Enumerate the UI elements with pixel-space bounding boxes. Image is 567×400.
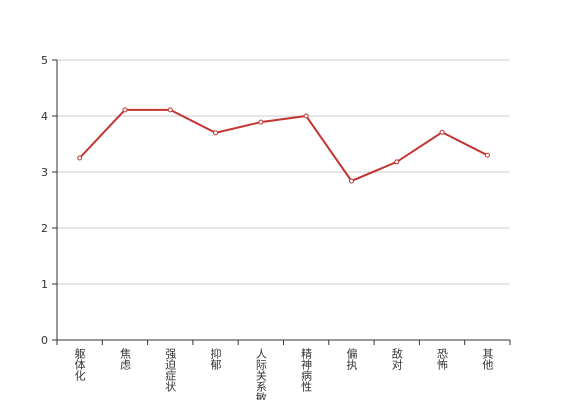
data-point <box>348 178 354 184</box>
data-point <box>258 119 264 125</box>
y-tick-label: 1 <box>41 278 48 291</box>
data-point <box>213 130 219 136</box>
data-point <box>303 113 309 119</box>
x-tick-label: 人际关系敏感 <box>254 348 267 400</box>
y-tick-label: 5 <box>41 54 48 67</box>
x-tick-label: 抑郁 <box>209 347 222 370</box>
y-tick-label: 3 <box>41 166 48 179</box>
x-tick-label: 躯体化 <box>73 348 86 382</box>
data-point <box>167 107 173 113</box>
x-tick-label: 其他 <box>481 348 494 370</box>
x-tick-label: 强迫症状 <box>164 348 177 392</box>
x-tick-label: 精神病性 <box>300 348 313 393</box>
x-tick-label: 恐怖 <box>436 348 449 370</box>
x-tick-label: 敌对 <box>390 347 403 370</box>
data-point <box>77 155 83 161</box>
data-point <box>122 107 128 113</box>
data-line <box>78 108 488 183</box>
y-tick-label: 4 <box>41 110 48 123</box>
x-tick-label: 偏执 <box>345 347 358 371</box>
data-point <box>439 129 445 135</box>
y-tick-label: 0 <box>41 334 48 347</box>
data-point <box>484 152 490 158</box>
y-tick-label: 2 <box>41 222 48 235</box>
x-tick-label: 焦虑 <box>118 348 131 370</box>
data-point <box>394 159 400 165</box>
